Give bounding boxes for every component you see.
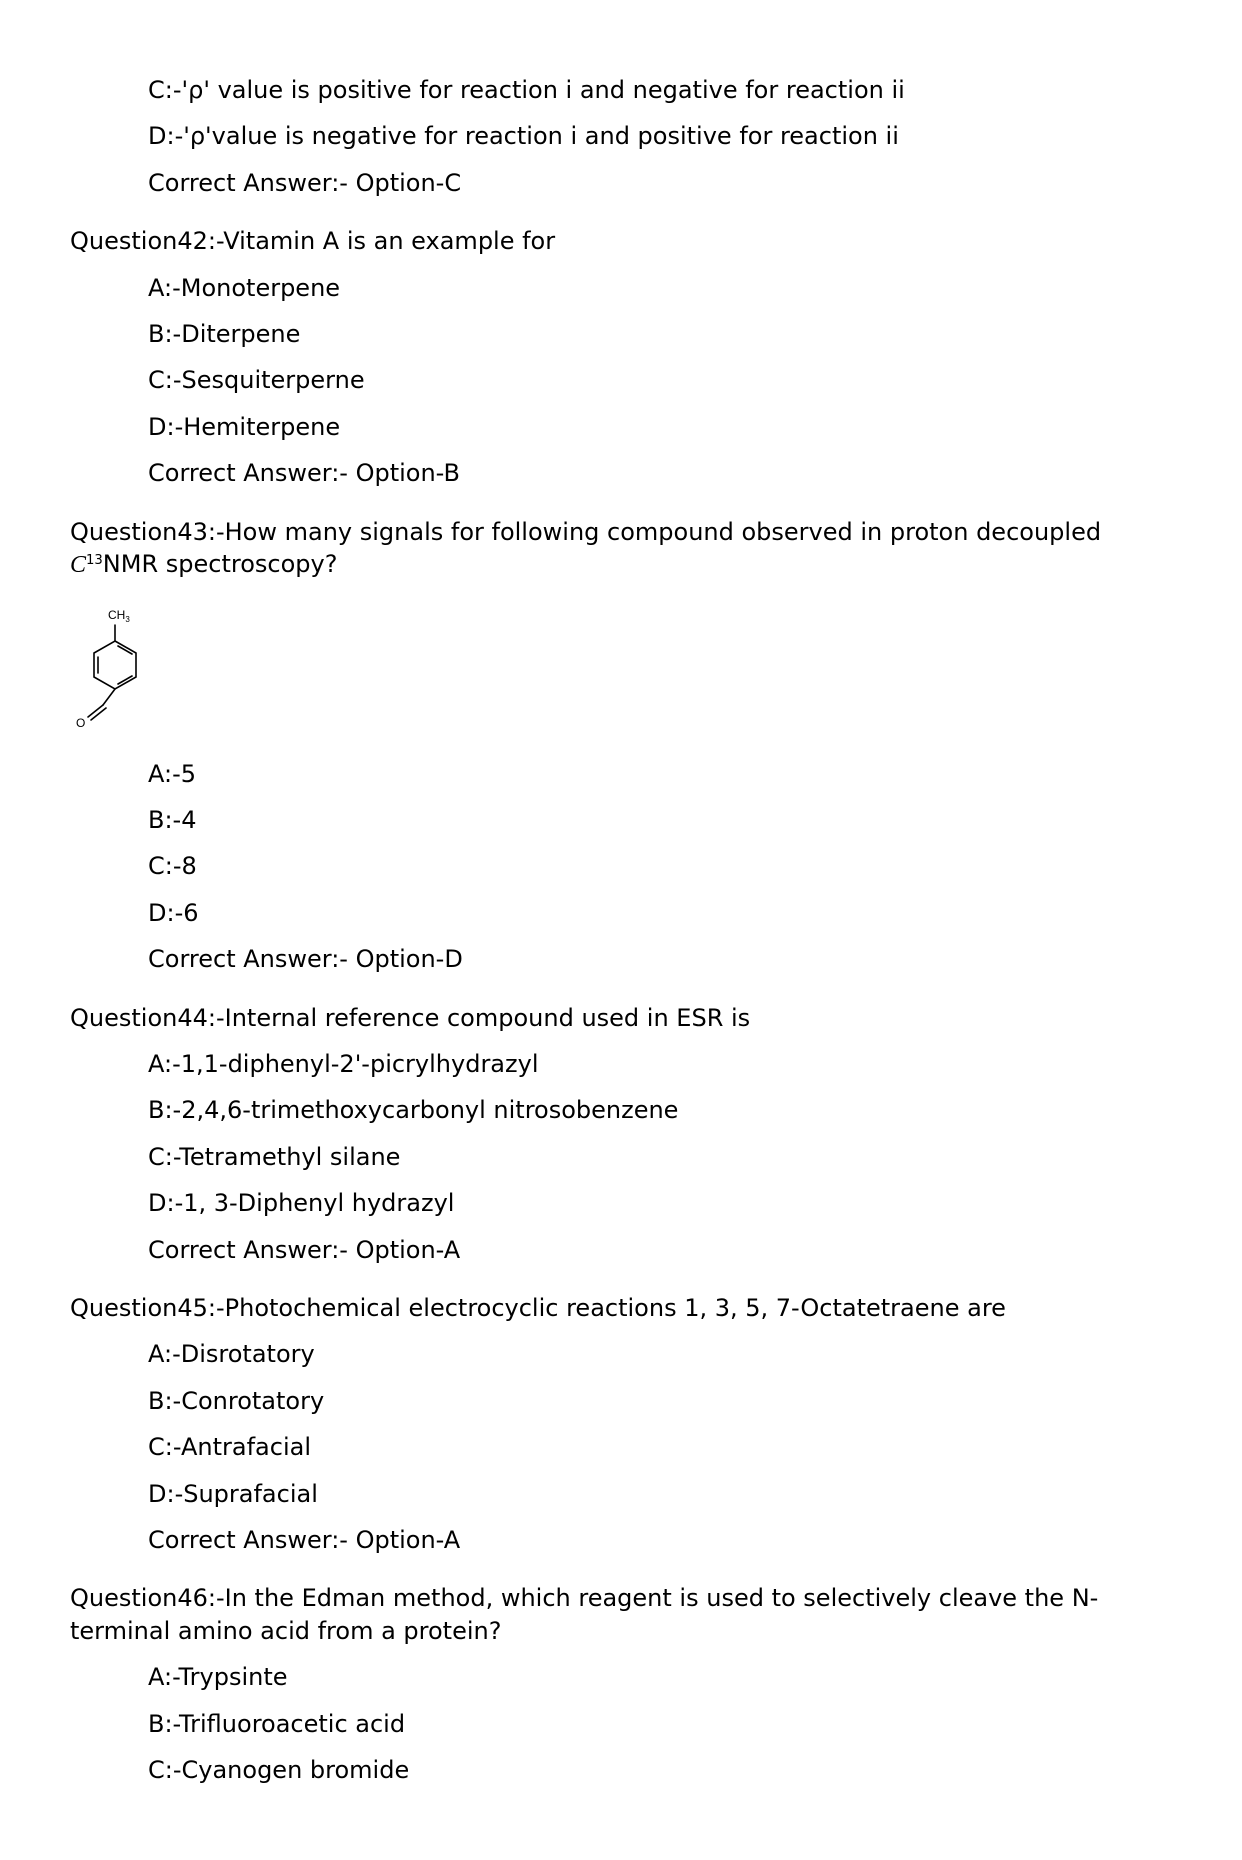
- q45-option-b: B:-Conrotatory: [148, 1385, 1172, 1417]
- q43-answer: Correct Answer:- Option-D: [148, 943, 1172, 975]
- q42-option-d: D:-Hemiterpene: [148, 411, 1172, 443]
- q45-option-a: A:-Disrotatory: [148, 1338, 1172, 1370]
- o-label: O: [76, 716, 85, 730]
- q41-option-d: D:-'ρ'value is negative for reaction i a…: [148, 120, 1172, 152]
- q43-option-a: A:-5: [148, 758, 1172, 790]
- q44-stem: Question44:-Internal reference compound …: [70, 1002, 1172, 1034]
- q45-option-d: D:-Suprafacial: [148, 1478, 1172, 1510]
- q44-option-b: B:-2,4,6-trimethoxycarbonyl nitrosobenze…: [148, 1094, 1172, 1126]
- q43-stem: Question43:-How many signals for followi…: [70, 516, 1172, 582]
- q44-answer: Correct Answer:- Option-A: [148, 1234, 1172, 1266]
- q42-option-a: A:-Monoterpene: [148, 272, 1172, 304]
- molecule-svg: CH3 O: [70, 595, 160, 735]
- q44-option-d: D:-1, 3-Diphenyl hydrazyl: [148, 1187, 1172, 1219]
- document-page: C:-'ρ' value is positive for reaction i …: [0, 0, 1242, 1860]
- q45-option-c: C:-Antrafacial: [148, 1431, 1172, 1463]
- q42-option-b: B:-Diterpene: [148, 318, 1172, 350]
- q43-stem-prefix: Question43:-How many signals for followi…: [70, 518, 1101, 546]
- q43-option-d: D:-6: [148, 897, 1172, 929]
- q46-option-c: C:-Cyanogen bromide: [148, 1754, 1172, 1786]
- ch3-label: CH3: [108, 608, 130, 624]
- q42-answer: Correct Answer:- Option-B: [148, 457, 1172, 489]
- q46-option-b: B:-Trifluoroacetic acid: [148, 1708, 1172, 1740]
- q41-option-c: C:-'ρ' value is positive for reaction i …: [148, 74, 1172, 106]
- q43-stem-sup: 13: [86, 553, 103, 568]
- q46-option-a: A:-Trypsinte: [148, 1661, 1172, 1693]
- q43-option-b: B:-4: [148, 804, 1172, 836]
- q43-stem-suffix: NMR spectroscopy?: [103, 550, 338, 578]
- q46-stem: Question46:-In the Edman method, which r…: [70, 1582, 1172, 1647]
- q43-option-c: C:-8: [148, 850, 1172, 882]
- q42-option-c: C:-Sesquiterperne: [148, 364, 1172, 396]
- q43-stem-c: C: [70, 552, 86, 578]
- q42-stem: Question42:-Vitamin A is an example for: [70, 225, 1172, 257]
- q45-stem: Question45:-Photochemical electrocyclic …: [70, 1292, 1172, 1324]
- q45-answer: Correct Answer:- Option-A: [148, 1524, 1172, 1556]
- q43-structure: CH3 O: [70, 595, 1172, 743]
- q44-option-c: C:-Tetramethyl silane: [148, 1141, 1172, 1173]
- q44-option-a: A:-1,1-diphenyl-2'-picrylhydrazyl: [148, 1048, 1172, 1080]
- q41-answer: Correct Answer:- Option-C: [148, 167, 1172, 199]
